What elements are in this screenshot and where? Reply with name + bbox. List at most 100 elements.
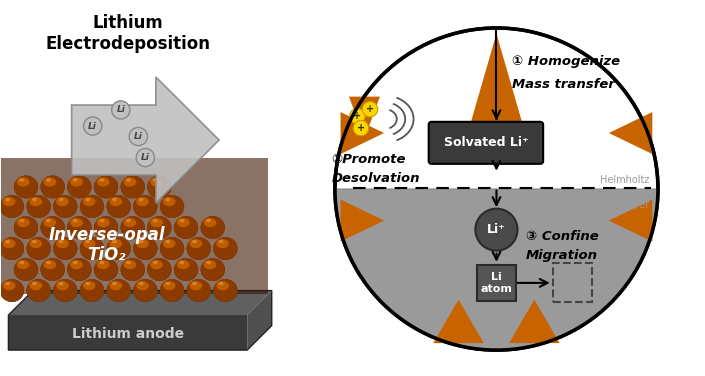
Ellipse shape (85, 198, 90, 202)
Ellipse shape (174, 216, 198, 239)
Ellipse shape (19, 261, 25, 265)
Text: Mass transfer: Mass transfer (512, 77, 615, 91)
Circle shape (84, 117, 102, 135)
Ellipse shape (204, 218, 216, 227)
Ellipse shape (5, 198, 11, 202)
Text: +: + (357, 123, 365, 133)
Ellipse shape (138, 282, 144, 287)
Circle shape (136, 149, 154, 167)
Ellipse shape (68, 176, 91, 198)
Ellipse shape (174, 258, 198, 281)
Text: ① Homogenize: ① Homogenize (512, 55, 620, 68)
Ellipse shape (42, 259, 56, 270)
Ellipse shape (133, 196, 157, 218)
Ellipse shape (123, 218, 136, 227)
Ellipse shape (125, 179, 131, 183)
Ellipse shape (111, 198, 117, 202)
Text: ③ Confine: ③ Confine (526, 230, 599, 243)
Ellipse shape (83, 197, 95, 206)
Ellipse shape (176, 217, 190, 228)
Ellipse shape (153, 261, 158, 264)
Ellipse shape (97, 218, 109, 227)
Ellipse shape (133, 196, 157, 218)
Text: Li: Li (88, 121, 97, 130)
Ellipse shape (201, 216, 225, 239)
Text: ②Promote: ②Promote (331, 153, 406, 166)
Polygon shape (341, 112, 384, 154)
Polygon shape (434, 300, 484, 343)
Ellipse shape (41, 216, 65, 239)
Ellipse shape (188, 238, 202, 249)
Ellipse shape (133, 279, 157, 302)
Ellipse shape (46, 178, 51, 182)
Ellipse shape (32, 198, 37, 201)
Ellipse shape (163, 239, 176, 248)
Ellipse shape (85, 282, 90, 285)
Ellipse shape (111, 282, 117, 287)
Ellipse shape (149, 217, 163, 228)
Ellipse shape (68, 176, 91, 198)
Ellipse shape (28, 280, 42, 291)
Ellipse shape (214, 237, 238, 260)
Polygon shape (8, 315, 247, 350)
Ellipse shape (32, 240, 37, 244)
Ellipse shape (14, 176, 38, 198)
Ellipse shape (94, 258, 118, 281)
Ellipse shape (59, 198, 64, 202)
Ellipse shape (95, 177, 109, 187)
Ellipse shape (161, 196, 176, 207)
Ellipse shape (32, 198, 37, 202)
Ellipse shape (219, 282, 224, 287)
Ellipse shape (166, 240, 171, 243)
Ellipse shape (152, 219, 158, 223)
Ellipse shape (106, 237, 130, 260)
Ellipse shape (165, 282, 171, 287)
Ellipse shape (0, 237, 24, 260)
Ellipse shape (1, 280, 16, 291)
Ellipse shape (3, 239, 16, 248)
Ellipse shape (121, 176, 145, 198)
Ellipse shape (147, 216, 171, 239)
Ellipse shape (97, 177, 109, 186)
Ellipse shape (202, 217, 216, 228)
Text: Migration: Migration (526, 249, 598, 262)
Ellipse shape (56, 281, 69, 290)
Ellipse shape (17, 177, 30, 186)
Ellipse shape (54, 279, 78, 302)
Circle shape (350, 109, 365, 124)
Ellipse shape (201, 258, 225, 281)
Ellipse shape (56, 197, 69, 206)
Ellipse shape (108, 280, 122, 291)
Ellipse shape (192, 240, 197, 243)
Circle shape (353, 120, 369, 136)
Ellipse shape (187, 279, 211, 302)
Ellipse shape (177, 218, 190, 227)
Ellipse shape (165, 198, 171, 202)
Ellipse shape (123, 177, 136, 186)
Polygon shape (72, 77, 219, 203)
Ellipse shape (215, 280, 229, 291)
Ellipse shape (80, 237, 104, 260)
Ellipse shape (28, 196, 42, 207)
Ellipse shape (133, 237, 157, 260)
Text: Li
atom: Li atom (481, 272, 513, 294)
Ellipse shape (161, 238, 176, 249)
Ellipse shape (99, 261, 104, 265)
Ellipse shape (94, 176, 118, 198)
Ellipse shape (41, 176, 65, 198)
Ellipse shape (99, 178, 104, 182)
Ellipse shape (192, 282, 197, 287)
Text: Helmholtz: Helmholtz (600, 175, 649, 185)
Ellipse shape (216, 281, 229, 290)
Ellipse shape (1, 196, 16, 207)
Polygon shape (8, 291, 271, 315)
Ellipse shape (55, 238, 69, 249)
Ellipse shape (97, 260, 109, 269)
Ellipse shape (83, 281, 95, 290)
Ellipse shape (206, 219, 212, 223)
Ellipse shape (54, 237, 78, 260)
Ellipse shape (125, 261, 131, 265)
Ellipse shape (0, 196, 24, 218)
Ellipse shape (27, 237, 51, 260)
Ellipse shape (5, 240, 10, 243)
